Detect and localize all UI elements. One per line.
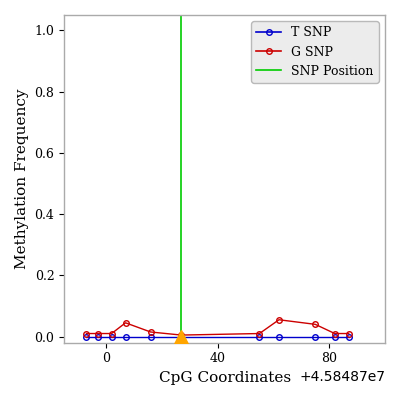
Y-axis label: Methylation Frequency: Methylation Frequency <box>15 89 29 269</box>
X-axis label: CpG Coordinates: CpG Coordinates <box>158 371 291 385</box>
Legend: T SNP, G SNP, SNP Position: T SNP, G SNP, SNP Position <box>251 21 379 83</box>
